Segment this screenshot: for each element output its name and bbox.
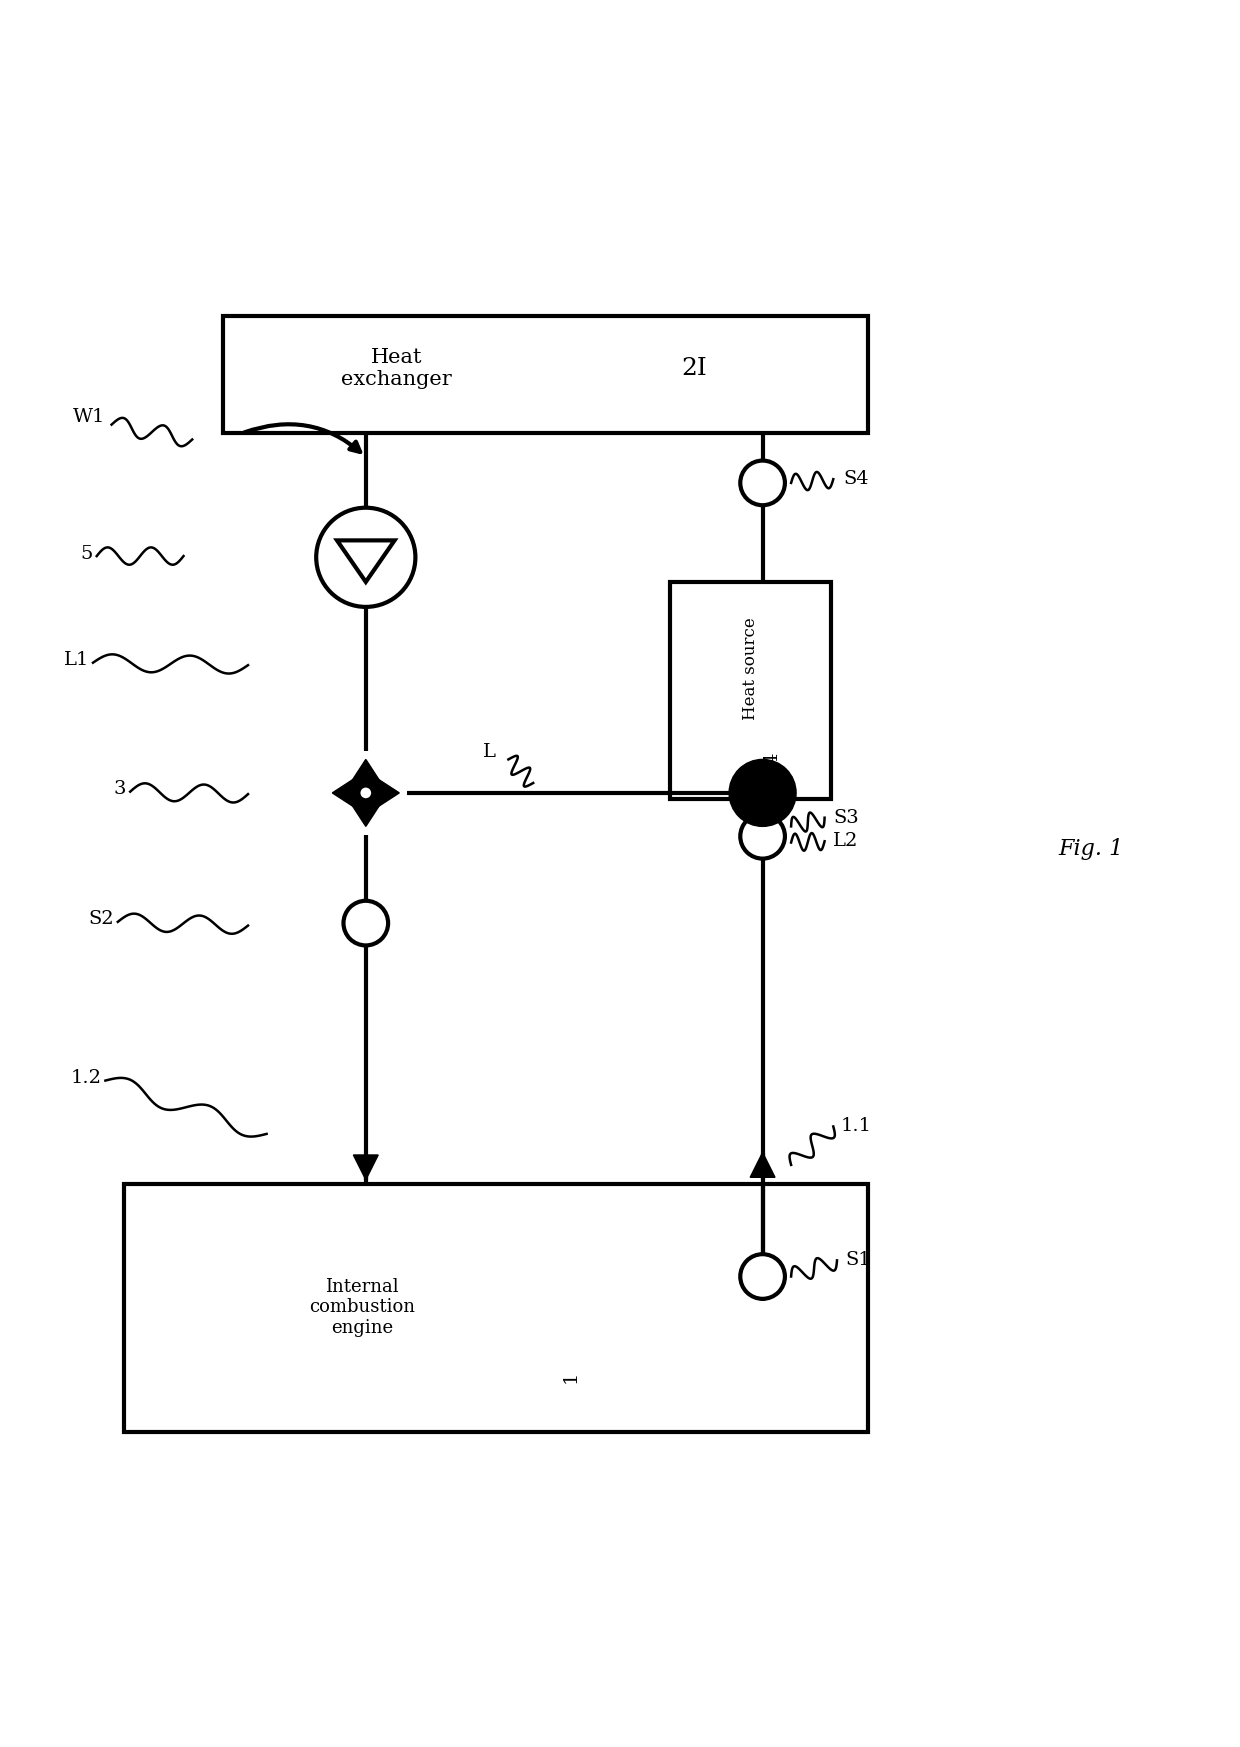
- Polygon shape: [337, 540, 394, 582]
- Polygon shape: [343, 760, 388, 793]
- Text: 5: 5: [81, 545, 93, 563]
- FancyBboxPatch shape: [124, 1183, 868, 1431]
- Circle shape: [316, 508, 415, 606]
- Text: S1: S1: [846, 1251, 872, 1270]
- Polygon shape: [343, 793, 388, 826]
- Text: W1: W1: [73, 409, 105, 426]
- Circle shape: [740, 461, 785, 505]
- Polygon shape: [366, 770, 399, 814]
- Text: Heat source: Heat source: [742, 617, 759, 720]
- Text: S3: S3: [833, 809, 859, 826]
- Text: S4: S4: [843, 470, 869, 487]
- Text: 2I: 2I: [682, 356, 707, 381]
- Circle shape: [729, 760, 796, 826]
- Text: 4: 4: [764, 753, 781, 765]
- Polygon shape: [332, 770, 366, 814]
- Circle shape: [740, 1254, 785, 1298]
- Text: L: L: [484, 742, 496, 762]
- Text: L1: L1: [64, 652, 89, 669]
- Text: Heat
exchanger: Heat exchanger: [341, 348, 453, 390]
- Text: 1.2: 1.2: [71, 1069, 102, 1087]
- Circle shape: [740, 814, 785, 858]
- Polygon shape: [750, 1153, 775, 1177]
- Text: Fig. 1: Fig. 1: [1059, 839, 1123, 860]
- FancyBboxPatch shape: [670, 582, 831, 798]
- Text: S2: S2: [88, 910, 114, 928]
- Text: Internal
combustion
engine: Internal combustion engine: [309, 1277, 415, 1336]
- Text: L2: L2: [833, 832, 858, 851]
- FancyBboxPatch shape: [223, 316, 868, 433]
- Polygon shape: [353, 1155, 378, 1179]
- Text: 1.1: 1.1: [841, 1118, 872, 1136]
- Text: 3: 3: [114, 781, 126, 798]
- Circle shape: [343, 901, 388, 945]
- Text: 1: 1: [562, 1371, 579, 1384]
- Circle shape: [358, 786, 373, 800]
